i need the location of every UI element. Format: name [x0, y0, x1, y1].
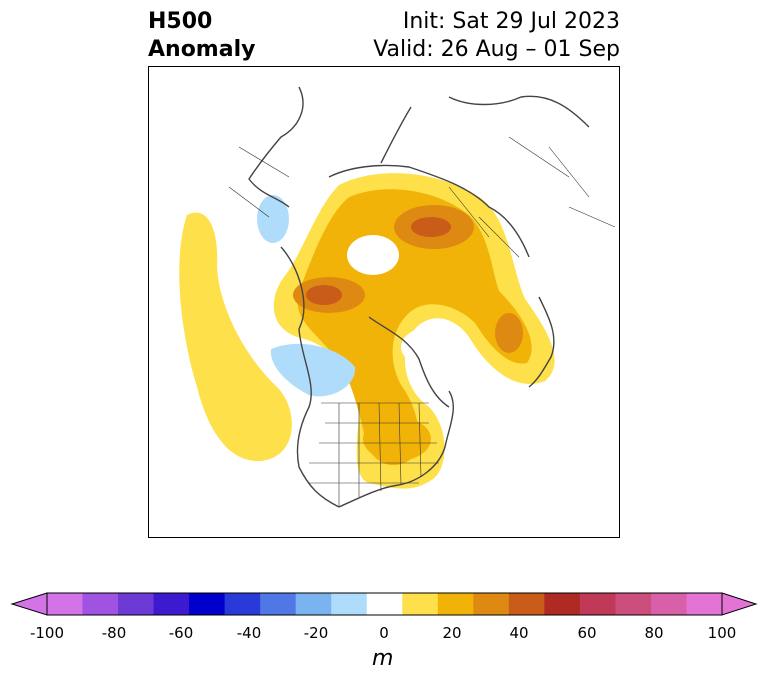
colorbar-segment [331, 593, 368, 615]
coastlines [248, 86, 590, 508]
negative-anomaly-fill [257, 195, 356, 397]
tick-label: -80 [101, 624, 127, 642]
field-name: H500 [148, 9, 213, 34]
colorbar [10, 592, 758, 616]
colorbar-segment [402, 593, 439, 615]
valid-range: Valid: 26 Aug – 01 Sep [373, 37, 620, 62]
tick-label: 100 [707, 624, 737, 642]
colorbar-extend-min [10, 592, 48, 616]
colorbar-unit: m [372, 646, 394, 671]
colorbar-segment [295, 593, 332, 615]
tick-label: 20 [442, 624, 462, 642]
colorbar-segment [224, 593, 261, 615]
tick-label: -60 [168, 624, 194, 642]
colorbar-segment [153, 593, 190, 615]
colorbar-frame [46, 592, 723, 616]
colorbar-segment [260, 593, 297, 615]
colorbar-segment [650, 593, 687, 615]
title-left: H500 Anomaly [148, 8, 255, 64]
colorbar-segments [10, 592, 758, 616]
tick-label: -100 [29, 624, 65, 642]
state-borders [228, 136, 616, 507]
tick-label: -40 [236, 624, 262, 642]
colorbar-segment [366, 593, 403, 615]
tick-label: 60 [577, 624, 597, 642]
tick-label: -20 [303, 624, 329, 642]
colorbar-ticks: -100 -80 -60 -40 -20 0 20 40 60 80 100 [0, 624, 768, 644]
map-panel [148, 66, 620, 538]
colorbar-extend-max [721, 592, 758, 616]
colorbar-segment [544, 593, 581, 615]
positive-anomaly-fill [179, 173, 555, 489]
colorbar-segment [686, 593, 723, 615]
colorbar-segment [118, 593, 155, 615]
anomaly-map [179, 86, 616, 508]
field-type: Anomaly [148, 37, 256, 62]
colorbar-segment [82, 593, 119, 615]
colorbar-segment [47, 593, 84, 615]
colorbar-segment [189, 593, 226, 615]
colorbar-segment [508, 593, 545, 615]
colorbar-segment [437, 593, 474, 615]
tick-label: 0 [379, 624, 389, 642]
colorbar-segment [473, 593, 510, 615]
init-date: Init: Sat 29 Jul 2023 [402, 9, 620, 34]
colorbar-segment [579, 593, 616, 615]
tick-label: 80 [644, 624, 664, 642]
tick-label: 40 [509, 624, 529, 642]
colorbar-segment [615, 593, 652, 615]
title-right: Init: Sat 29 Jul 2023 Valid: 26 Aug – 01… [373, 8, 620, 64]
